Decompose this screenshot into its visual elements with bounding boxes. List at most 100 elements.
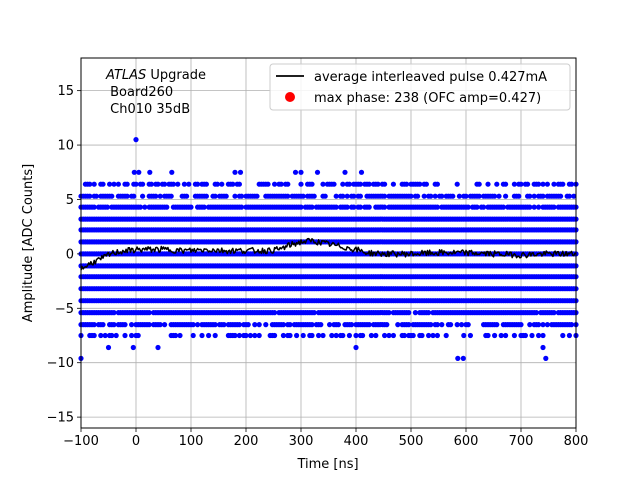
scatter-point bbox=[474, 204, 480, 210]
scatter-point bbox=[419, 332, 425, 339]
scatter-point bbox=[130, 344, 136, 351]
scatter-point bbox=[115, 181, 121, 187]
scatter-point bbox=[415, 193, 421, 199]
scatter-point bbox=[569, 322, 575, 328]
scatter-point bbox=[349, 322, 355, 328]
plot-frame bbox=[80, 57, 577, 429]
scatter-point bbox=[122, 322, 128, 328]
scatter-point bbox=[384, 322, 390, 328]
scatter-point bbox=[536, 204, 542, 210]
annotation-line-2: Board260 bbox=[106, 85, 173, 100]
x-tick-label: 600 bbox=[454, 434, 479, 449]
scatter-point bbox=[390, 181, 396, 187]
scatter-point bbox=[243, 332, 249, 339]
scatter-point bbox=[322, 193, 328, 199]
scatter-point bbox=[298, 204, 304, 210]
scatter-point bbox=[236, 181, 242, 187]
scatter-point bbox=[184, 193, 190, 199]
y-tick-label: 15 bbox=[57, 84, 74, 99]
scatter-point bbox=[450, 193, 456, 199]
scatter-point bbox=[300, 193, 306, 199]
scatter-point bbox=[287, 332, 293, 339]
scatter-point bbox=[353, 332, 359, 339]
scatter-point bbox=[366, 181, 372, 187]
scatter-point bbox=[102, 332, 108, 339]
y-tick-label: 5 bbox=[66, 193, 74, 208]
scatter-point bbox=[223, 193, 229, 199]
x-tick-label: 800 bbox=[564, 434, 589, 449]
scatter-point bbox=[560, 332, 566, 339]
scatter-point bbox=[511, 181, 517, 187]
scatter-point bbox=[199, 332, 205, 339]
scatter-point bbox=[252, 322, 258, 328]
scatter-point bbox=[351, 204, 357, 210]
scatter-point bbox=[417, 181, 423, 187]
scatter-point bbox=[357, 193, 363, 199]
scatter-point bbox=[540, 193, 546, 199]
scatter-point bbox=[455, 355, 461, 361]
scatter-point bbox=[91, 332, 97, 339]
scatter-point bbox=[531, 193, 537, 199]
scatter-point bbox=[109, 332, 115, 339]
scatter-point bbox=[448, 322, 454, 328]
scatter-point bbox=[342, 169, 348, 175]
scatter-point bbox=[133, 137, 139, 143]
legend-label-max-phase: max phase: 238 (OFC amp=0.427) bbox=[314, 91, 541, 106]
scatter-point bbox=[140, 181, 146, 187]
scatter-point bbox=[544, 322, 551, 328]
scatter-point bbox=[298, 181, 304, 187]
scatter-point bbox=[247, 332, 253, 339]
x-tick-label: 100 bbox=[179, 434, 204, 449]
scatter-point bbox=[320, 332, 326, 339]
scatter-point bbox=[382, 332, 388, 339]
annotation-line-1: ATLAS Upgrade bbox=[105, 68, 206, 83]
scatter-point bbox=[382, 193, 388, 199]
scatter-point bbox=[454, 181, 460, 187]
scatter-point bbox=[146, 322, 152, 328]
scatter-point bbox=[162, 322, 168, 328]
average-pulse-series bbox=[80, 237, 577, 271]
scatter-point bbox=[107, 181, 113, 187]
annotation-upgrade: Upgrade bbox=[146, 68, 206, 83]
scatter-point bbox=[169, 169, 175, 175]
scatter-point bbox=[219, 181, 225, 187]
scatter-point bbox=[133, 181, 139, 187]
scatter-point bbox=[195, 322, 201, 328]
scatter-point bbox=[373, 332, 379, 339]
scatter-point bbox=[104, 204, 110, 210]
scatter-point bbox=[395, 322, 401, 328]
scatter-point bbox=[173, 332, 179, 339]
scatter-point bbox=[525, 181, 531, 187]
scatter-point bbox=[164, 204, 170, 210]
scatter-point bbox=[91, 322, 97, 328]
scatter-point bbox=[353, 344, 359, 351]
scatter-point bbox=[412, 310, 418, 316]
scatter-point bbox=[98, 332, 104, 339]
scatter-point bbox=[129, 322, 135, 328]
scatter-point bbox=[461, 332, 467, 339]
scatter-point bbox=[494, 181, 500, 187]
scatter-point bbox=[536, 322, 542, 328]
scatter-point bbox=[333, 193, 339, 199]
scatter-point bbox=[558, 193, 564, 199]
annotation-block: ATLAS Upgrade Board260 Ch010 35dB bbox=[105, 68, 206, 117]
scatter-point bbox=[157, 193, 163, 199]
annotation-atlas: ATLAS bbox=[105, 68, 146, 83]
scatter-point bbox=[344, 193, 350, 199]
scatter-point bbox=[492, 332, 498, 339]
scatter-point bbox=[494, 322, 500, 328]
scatter-point bbox=[263, 322, 269, 328]
scatter-point bbox=[265, 181, 271, 187]
scatter-point bbox=[113, 332, 119, 339]
scatter-point bbox=[522, 332, 529, 339]
scatter-point bbox=[168, 193, 174, 199]
scatter-point bbox=[481, 204, 487, 210]
scatter-point bbox=[340, 193, 346, 199]
scatter-point bbox=[432, 193, 438, 199]
scatter-point bbox=[280, 322, 286, 328]
scatter-point bbox=[318, 322, 324, 328]
scatter-point bbox=[498, 332, 504, 339]
scatter-point bbox=[111, 181, 117, 187]
scatter-point bbox=[311, 310, 317, 316]
scatter-point bbox=[252, 332, 258, 339]
